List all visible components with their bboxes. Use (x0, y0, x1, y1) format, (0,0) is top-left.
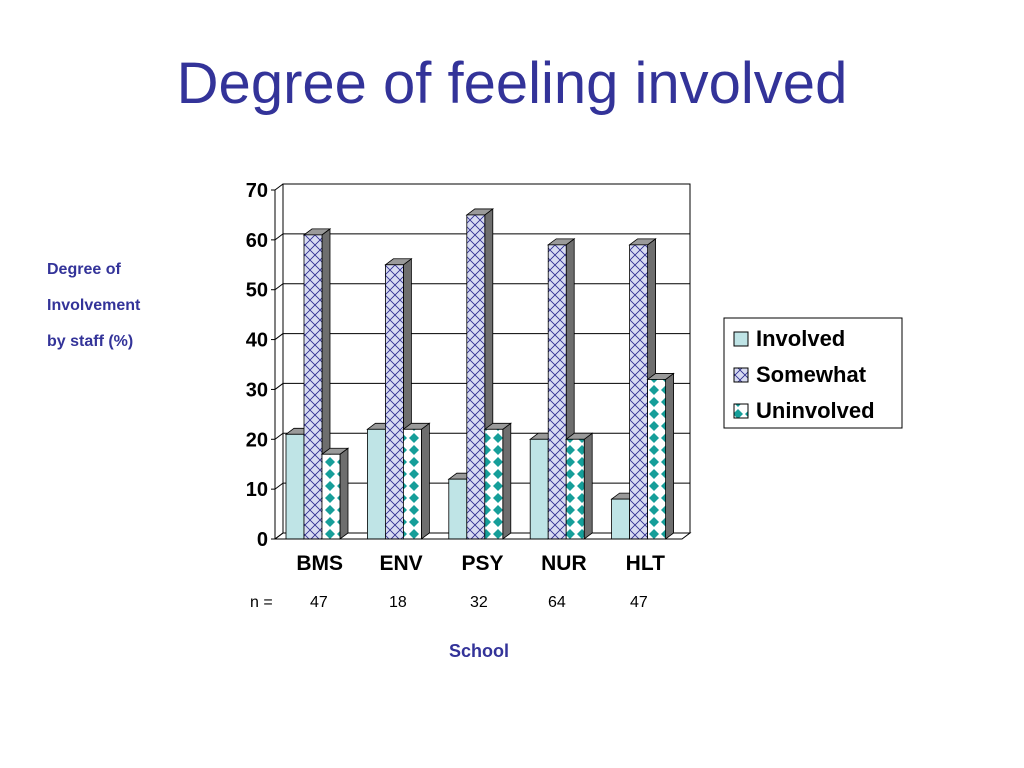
legend-label-uninvolved: Uninvolved (756, 398, 875, 423)
y-tick-label: 50 (246, 280, 268, 302)
legend-swatch-involved (733, 331, 749, 347)
gridline-side (274, 532, 284, 540)
bar-somewhat-hlt (629, 244, 648, 540)
bar-uninvolved-env (402, 428, 422, 540)
sample-size-row: n = 47 18 32 64 47 (0, 594, 1024, 618)
y-axis-title-line-2: Involvement (47, 297, 141, 314)
y-tick-label: 40 (246, 330, 268, 352)
bar-uninvolved-psy (484, 428, 504, 540)
legend-label-somewhat: Somewhat (756, 362, 867, 387)
y-tick-label: 70 (246, 180, 268, 202)
y-axis-title-line-3: by staff (%) (47, 333, 134, 350)
bar-involved-nur (529, 438, 549, 540)
x-tick-label: ENV (380, 552, 423, 575)
bar-involved-psy (448, 478, 468, 540)
x-tick-label: BMS (296, 552, 343, 575)
bar-uninvolved-hlt (647, 379, 666, 540)
y-tick-label: 10 (246, 479, 268, 501)
n-value-hlt: 47 (630, 594, 648, 611)
n-value-psy: 32 (470, 594, 488, 611)
legend-box (723, 317, 903, 429)
y-tick-label: 30 (246, 379, 268, 401)
slide-title: Degree of feeling involved (176, 51, 848, 116)
y-tick-label: 0 (257, 529, 268, 551)
y-axis-title-line-1: Degree of (47, 261, 121, 278)
n-value-nur: 64 (548, 594, 566, 611)
gridline-side (274, 333, 284, 340)
x-tick-label: NUR (541, 552, 587, 575)
plot-area: 0 10 20 30 40 50 60 70 BMS ENV PSY NUR HLT (246, 180, 692, 575)
legend: Involved Somewhat Uninvolved (723, 317, 903, 429)
bar-involved-hlt (611, 498, 630, 540)
bar-uninvolved-bms (321, 453, 341, 540)
bar-somewhat-nur (547, 244, 567, 540)
bar-somewhat-env (384, 264, 404, 540)
gridline-side (274, 432, 284, 440)
bar-uninvolved-nur-side (583, 432, 593, 540)
bar-somewhat-psy (466, 214, 486, 540)
bar-uninvolved-env-side (420, 422, 430, 540)
n-value-env: 18 (389, 594, 407, 611)
gridline-side (274, 233, 284, 241)
gridline-side (274, 183, 284, 191)
n-label: n = (250, 594, 273, 611)
bar-somewhat-bms (303, 234, 323, 540)
legend-swatch-uninvolved (733, 403, 749, 419)
bar-uninvolved-bms-side (339, 447, 349, 540)
legend-swatch-somewhat (733, 367, 749, 383)
x-axis-title: School (449, 641, 510, 661)
y-axis-title: Degree of Involvement by staff (%) (47, 252, 207, 360)
gridline-side (274, 283, 284, 291)
y-tick-label: 20 (246, 429, 268, 451)
bar-involved-bms (285, 433, 305, 540)
bar-involved-env (366, 428, 386, 540)
x-tick-label: PSY (461, 552, 503, 575)
gridline-side (274, 383, 284, 390)
bar-uninvolved-nur (565, 438, 585, 540)
bar-uninvolved-psy-side (502, 422, 512, 540)
y-tick-label: 60 (246, 230, 268, 252)
legend-label-involved: Involved (756, 326, 845, 351)
x-tick-label: HLT (626, 552, 665, 575)
bar-uninvolved-hlt-side (665, 372, 674, 540)
n-value-bms: 47 (310, 594, 328, 611)
gridline-side (274, 482, 284, 490)
